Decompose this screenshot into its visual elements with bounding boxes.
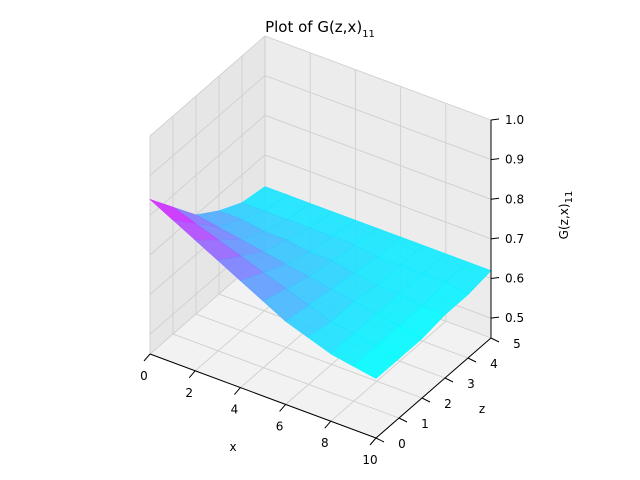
grid-line-z [195,96,423,399]
x-tick-label: 10 [362,453,377,467]
grid-line-g [149,75,492,176]
surface-patch [352,345,400,379]
chart-title: Plot of G(z,x)11 [265,18,375,40]
grid-line-g [149,114,492,216]
z-axis-line [375,337,492,439]
z-tick-label: 0 [398,437,406,451]
z-tick [421,397,431,403]
x-tick [188,370,196,379]
g-tick-label: 1.0 [505,113,524,127]
x-tick [324,420,332,429]
grid-line-g [149,35,492,137]
x-tick [369,437,377,446]
z-tick-label: 4 [490,357,498,371]
x-tick [143,353,151,362]
x-axis-line [149,353,377,439]
x-axis-label: x [229,440,236,454]
x-tick [279,404,286,412]
g-tick [490,316,500,319]
x-tick-label: 6 [276,419,284,433]
g-tick-label: 0.6 [505,272,524,286]
x-tick-label: 4 [231,403,239,417]
x-tick [234,387,241,395]
z-tick-label: 3 [467,377,475,391]
g-tick [490,237,500,240]
z-axis-label: z [479,402,485,416]
x-tick-label: 2 [185,386,193,400]
z-tick-label: 1 [421,417,429,431]
z-tick [467,357,477,363]
axis-lines [149,120,492,439]
z-tick [375,437,385,443]
g-tick [490,158,500,161]
g-tick-label: 0.7 [505,232,524,246]
tick-labels: 0 2 4 6 8 10 0 1 2 3 4 5 0.5 0.6 0.7 0.8 0.9 1.0 [140,113,524,467]
z-tick [490,337,500,343]
g-tick-label: 0.5 [505,311,524,325]
g-tick [490,118,500,121]
g-tick [490,277,500,280]
x-tick-label: 0 [140,369,148,383]
x-tick-label: 8 [321,436,329,450]
z-tick [444,377,454,383]
g-tick-label: 0.9 [505,153,524,167]
z-tick-label: 5 [513,337,521,351]
g-tick-label: 0.8 [505,192,524,206]
grid-line-z [172,116,400,419]
g-tick [490,197,500,200]
z-tick [398,417,408,423]
g-axis-label: G(z,x)11 [557,191,575,240]
z-tick-label: 2 [444,397,452,411]
surface-mesh [149,186,492,379]
